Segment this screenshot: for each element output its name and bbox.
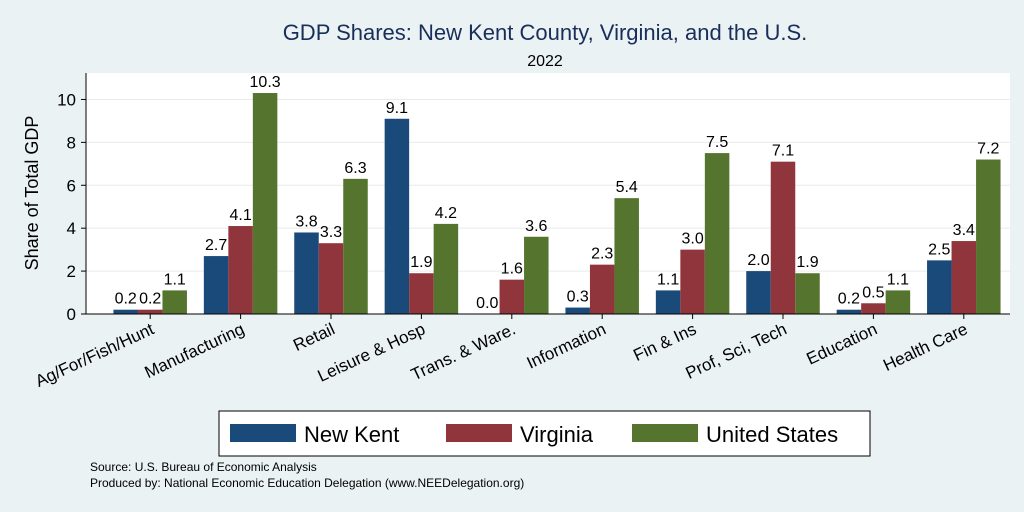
- bar: [885, 290, 911, 314]
- bar: [203, 256, 229, 314]
- bar: [655, 290, 681, 314]
- data-label: 9.1: [386, 100, 408, 117]
- bar: [162, 290, 187, 314]
- data-label: 1.6: [501, 261, 523, 278]
- y-tick-label: 0: [67, 305, 76, 324]
- bar: [228, 226, 253, 314]
- bar: [499, 279, 525, 314]
- bar: [680, 249, 705, 314]
- data-label: 2.3: [591, 246, 613, 263]
- data-labels: 0.2 0.21.12.74.110.33.83.36.39.11.94.20.0…: [115, 74, 1000, 312]
- data-label: 7.5: [706, 134, 728, 151]
- bar: [614, 198, 639, 314]
- data-label: 4.2: [435, 205, 457, 222]
- bar: [836, 309, 862, 314]
- data-label: 0.0: [476, 295, 498, 312]
- data-label: 2.7: [205, 237, 227, 254]
- data-label: 3.4: [953, 222, 975, 239]
- legend-swatch-united-states: [632, 424, 698, 442]
- produced-note: Produced by: National Economic Education…: [90, 476, 524, 490]
- data-label: 1.9: [410, 254, 432, 271]
- y-tick-label: 6: [67, 176, 76, 195]
- chart-subtitle: 2022: [527, 53, 563, 70]
- bar: [770, 161, 796, 314]
- bar: [318, 243, 344, 314]
- bar: [951, 241, 977, 314]
- data-label: 5.4: [616, 179, 638, 196]
- legend-swatch-virginia: [446, 424, 512, 442]
- bar: [704, 153, 730, 314]
- y-axis-label: Share of Total GDP: [22, 116, 42, 271]
- bar: [137, 309, 163, 314]
- data-label: 1.9: [796, 254, 818, 271]
- y-ticks: 0 2 4 6 8 10: [57, 90, 86, 324]
- bar: [252, 93, 278, 314]
- bar: [524, 236, 549, 314]
- legend-box: [218, 410, 871, 457]
- data-label: 3.6: [525, 218, 547, 235]
- bar: [861, 303, 886, 314]
- bar: [976, 159, 1001, 314]
- bar: [409, 273, 434, 314]
- data-label: 10.3: [250, 74, 281, 91]
- bar: [384, 118, 410, 314]
- bar: [343, 178, 368, 314]
- data-label: 2.0: [747, 252, 769, 269]
- y-tick-label: 8: [67, 133, 76, 152]
- data-label: 3.3: [320, 224, 342, 241]
- axes: [85, 73, 1010, 315]
- bar: [746, 271, 771, 314]
- y-tick-label: 4: [67, 219, 76, 238]
- data-label: 0.3: [567, 289, 589, 306]
- bar: [113, 309, 138, 314]
- data-label: 1.1: [164, 271, 186, 288]
- data-label: 7.2: [977, 141, 999, 158]
- chart-title: GDP Shares: New Kent County, Virginia, a…: [283, 20, 808, 45]
- bar: [433, 223, 459, 314]
- data-label: 0.2: [838, 291, 860, 308]
- bar: [294, 232, 319, 314]
- legend: New Kent Virginia United States: [218, 410, 871, 457]
- data-label: 2.5: [928, 241, 950, 258]
- source-note: Source: U.S. Bureau of Economic Analysis: [90, 460, 317, 474]
- legend-label-virginia: Virginia: [520, 422, 594, 447]
- data-label: 3.0: [681, 231, 703, 248]
- legend-swatch-new-kent: [230, 424, 296, 442]
- bar: [927, 260, 952, 314]
- bar: [795, 273, 820, 314]
- data-label: 1.1: [887, 271, 909, 288]
- data-label: 6.3: [344, 160, 366, 177]
- data-label: 7.1: [772, 143, 794, 160]
- legend-label-new-kent: New Kent: [304, 422, 399, 447]
- bars: [113, 93, 1001, 314]
- bar: [565, 307, 590, 314]
- data-label: 0.2: [139, 291, 161, 308]
- data-label: 0.2: [115, 291, 137, 308]
- data-label: 4.1: [229, 207, 251, 224]
- data-label: 0.5: [862, 284, 884, 301]
- bar: [589, 264, 615, 314]
- y-tick-label: 10: [57, 90, 76, 109]
- y-tick-label: 2: [67, 262, 76, 281]
- legend-label-united-states: United States: [706, 422, 838, 447]
- data-label: 3.8: [295, 213, 317, 230]
- data-label: 1.1: [657, 271, 679, 288]
